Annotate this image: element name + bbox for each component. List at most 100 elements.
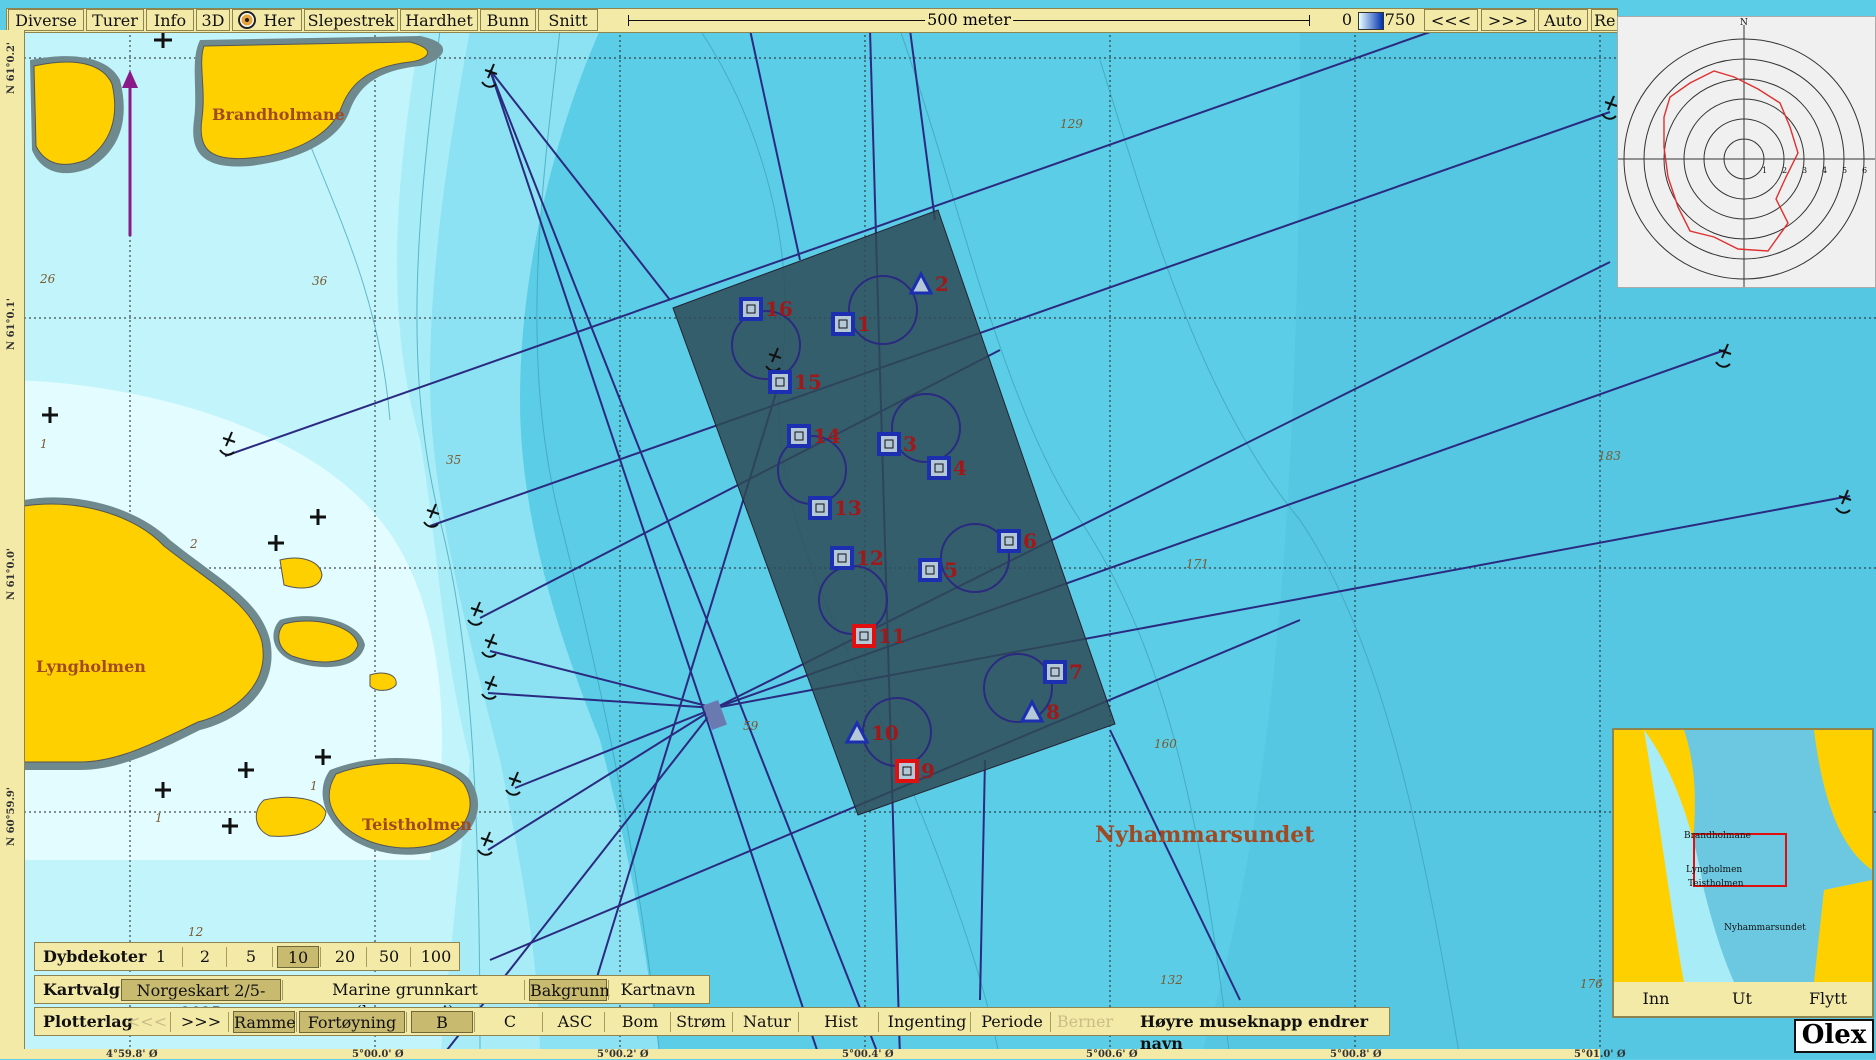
plotterlag-label: Plotterlag: [43, 1012, 133, 1031]
menu-3d[interactable]: 3D: [196, 9, 230, 31]
plotterlag-option-periode[interactable]: Periode: [981, 1012, 1043, 1031]
separator: [542, 1012, 543, 1032]
marker-7[interactable]: 7: [1043, 660, 1083, 684]
plotterlag-option-ramme[interactable]: Ramme: [233, 1011, 296, 1033]
lon-label: 5°00.8' Ø: [1330, 1049, 1382, 1060]
kartvalg-option-bakgrunn[interactable]: Bakgrunn: [529, 979, 610, 1001]
plotterlag-option-bom[interactable]: Bom: [621, 1012, 659, 1031]
minimap-ut-button[interactable]: Ut: [1732, 989, 1752, 1008]
lat-label: N 61°0.1': [6, 298, 17, 350]
marker-label: 16: [765, 297, 793, 321]
plotterlag-option-str-m[interactable]: Strøm: [676, 1012, 726, 1031]
marker-12[interactable]: 12: [830, 546, 884, 570]
dybdekoter-option-1[interactable]: 1: [155, 947, 167, 966]
marker-11[interactable]: 11: [852, 624, 906, 648]
latitude-strip: N 61°0.2' N 61°0.1' N 61°0.0' N 60°59.9': [0, 30, 25, 1059]
plotterlag-option-natur[interactable]: Natur: [743, 1012, 791, 1031]
plotterlag-option-hist[interactable]: Hist: [824, 1012, 858, 1031]
lon-label: 4°59.8' Ø: [106, 1049, 158, 1060]
marker-4[interactable]: 4: [927, 456, 967, 480]
kartvalg-option-norgeskart-2-5-2025[interactable]: Norgeskart 2/5-2025: [121, 979, 281, 1022]
plotterlag-option-[interactable]: <<<: [126, 1012, 168, 1031]
dybdekoter-option-2[interactable]: 2: [199, 947, 211, 966]
re-button[interactable]: Re: [1591, 9, 1617, 31]
olex-logo: Olex: [1794, 1019, 1874, 1053]
marker-label: 8: [1046, 700, 1060, 724]
svg-text:1: 1: [1762, 166, 1767, 175]
marker-label: 13: [834, 496, 862, 520]
marker-1[interactable]: 1: [831, 312, 871, 336]
kartvalg-option-kartnavn[interactable]: Kartnavn: [620, 980, 696, 999]
lon-label: 5°00.0' Ø: [352, 1049, 404, 1060]
marker-13[interactable]: 13: [808, 496, 862, 520]
dybdekoter-option-50[interactable]: 50: [378, 947, 400, 966]
svg-text:36: 36: [312, 274, 328, 288]
dybdekoter-option-10[interactable]: 10: [277, 946, 319, 968]
marker-3[interactable]: 3: [877, 432, 917, 456]
depth-numbers: 129 26 36 35 183 171 160 59 132 176 12 1…: [39, 117, 1621, 991]
svg-text:6: 6: [1862, 166, 1867, 175]
plotterlag-option-ingenting[interactable]: Ingenting: [887, 1012, 967, 1031]
separator: [320, 947, 321, 967]
dybdekoter-option-20[interactable]: 20: [334, 947, 356, 966]
marker-2[interactable]: 2: [908, 270, 949, 296]
dybdekoter-option-100[interactable]: 100: [420, 947, 452, 966]
dybdekoter-option-5[interactable]: 5: [245, 947, 257, 966]
menu-snitt[interactable]: Snitt: [538, 9, 598, 31]
menu-turer[interactable]: Turer: [86, 9, 144, 31]
menu-diverse[interactable]: Diverse: [8, 9, 84, 31]
next-button[interactable]: >>>: [1481, 9, 1535, 31]
menu-bunn[interactable]: Bunn: [480, 9, 536, 31]
marker-10[interactable]: 10: [844, 719, 899, 745]
kartvalg-option-marine-grunnkart-h-yremus[interactable]: Marine grunnkart (høyremus!): [332, 980, 478, 1021]
marker-14[interactable]: 14: [787, 424, 841, 448]
minimap-inn-button[interactable]: Inn: [1642, 989, 1670, 1008]
separator: [170, 1012, 171, 1032]
marker-9[interactable]: 9: [895, 759, 935, 783]
menu-hardhet[interactable]: Hardhet: [400, 9, 478, 31]
separator: [272, 947, 273, 967]
marker-16[interactable]: 16: [739, 297, 793, 321]
svg-text:3: 3: [1802, 166, 1807, 175]
separator: [878, 1012, 879, 1032]
rock-markers: [42, 32, 331, 834]
overview-minimap[interactable]: Brandholmane Lyngholmen Teistholmen Nyha…: [1612, 728, 1874, 1018]
plotterlag-option-b[interactable]: B: [411, 1011, 473, 1033]
marker-label: 6: [1023, 529, 1037, 553]
island-teistholmen: [255, 757, 479, 855]
prev-button[interactable]: <<<: [1424, 9, 1478, 31]
marker-label: 1: [857, 312, 871, 336]
svg-text:Lyngholmen: Lyngholmen: [1686, 865, 1742, 875]
marker-8[interactable]: 8: [1019, 698, 1060, 724]
marker-6[interactable]: 6: [997, 529, 1037, 553]
auto-button[interactable]: Auto: [1538, 9, 1588, 31]
separator: [970, 1012, 971, 1032]
svg-text:Nyhammarsundet: Nyhammarsundet: [1724, 923, 1806, 933]
map-choice-panel: Kartvalg Norgeskart 2/5-2025 Marine grunn…: [34, 975, 710, 1022]
menu-info[interactable]: Info: [146, 9, 194, 31]
marker-label: 12: [856, 546, 884, 570]
separator: [226, 947, 227, 967]
svg-text:1: 1: [155, 811, 163, 825]
plotterlag-option-berner[interactable]: Berner: [1056, 1012, 1114, 1031]
marker-15[interactable]: 15: [768, 370, 822, 394]
mooring-area[interactable]: [672, 209, 1116, 816]
target-icon: [238, 11, 256, 29]
minimap-flytt-button[interactable]: Flytt: [1808, 989, 1848, 1008]
svg-text:160: 160: [1154, 737, 1177, 751]
svg-text:1: 1: [310, 779, 318, 793]
marker-5[interactable]: 5: [918, 558, 958, 582]
menu-slepestrek[interactable]: Slepestrek: [304, 9, 398, 31]
scale-label: 500 meter: [925, 9, 1013, 31]
svg-text:5: 5: [1842, 166, 1847, 175]
plotterlag-option-asc[interactable]: ASC: [557, 1012, 593, 1031]
mooring-node: [703, 700, 727, 730]
polar-north: N: [1740, 18, 1748, 28]
plotterlag-option-fort-yning[interactable]: Fortøyning: [299, 1011, 405, 1033]
current-polar-plot[interactable]: N 1 2 3 4 5 6: [1617, 16, 1876, 288]
plotterlag-option-c[interactable]: C: [503, 1012, 517, 1031]
plotterlag-option-[interactable]: >>>: [180, 1012, 222, 1031]
lon-label: 5°00.4' Ø: [842, 1049, 894, 1060]
